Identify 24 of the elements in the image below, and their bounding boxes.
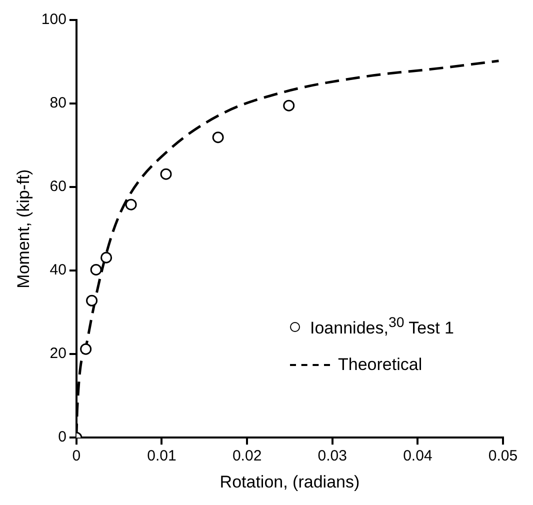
- point: [283, 100, 295, 112]
- legend-label: Ioannides,$^{30}$ Test 1: [310, 315, 454, 340]
- x-tick-label: 0.01: [147, 448, 176, 465]
- y-tick-label: 100: [41, 11, 66, 28]
- y-tick-label: 40: [50, 262, 66, 279]
- x-tick-label: 0.03: [318, 448, 347, 465]
- legend-label: Theoretical: [338, 355, 422, 376]
- y-tick-label: 60: [50, 178, 66, 196]
- point: [160, 168, 172, 180]
- y-axis-title: Moment, (kip-ft): [14, 169, 33, 288]
- x-tick-label: 0: [72, 448, 81, 465]
- point: [90, 264, 102, 276]
- point: [125, 198, 137, 210]
- x-tick-label: 0.04: [403, 448, 432, 465]
- point: [100, 252, 112, 264]
- point: [80, 343, 92, 355]
- y-tick-label: 20: [50, 345, 66, 362]
- y-tick-label: 0: [58, 428, 66, 446]
- x-axis-title: Rotation, (radians): [220, 472, 360, 492]
- x-tick-label: 0.05: [488, 448, 518, 465]
- point: [212, 132, 224, 144]
- y-tick-label: 80: [50, 94, 66, 112]
- point: [86, 294, 98, 306]
- x-tick-label: 0.02: [232, 448, 262, 465]
